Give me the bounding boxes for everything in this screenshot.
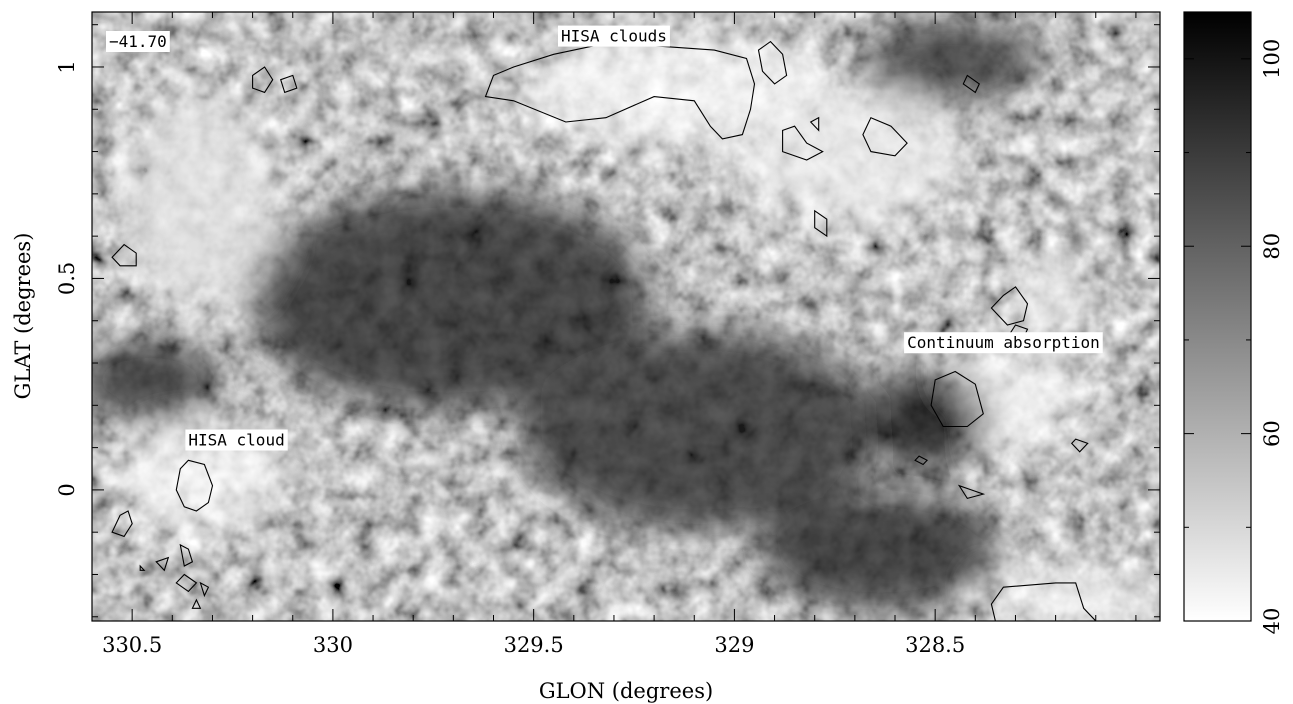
contour-contour-hisa-cloud (175, 459, 214, 512)
contour-contour-m (111, 510, 133, 538)
y-tick-labels: 00.51 (55, 60, 79, 496)
annotation-2-text: Continuum absorption (907, 333, 1100, 352)
annotation-1-text: HISA cloud (188, 430, 284, 449)
annotation-2-bg (904, 332, 1103, 354)
colorbar: 40 60 80 100 (1183, 11, 1284, 635)
velocity-label: −41.70 (106, 31, 170, 52)
contour-contour-k (914, 455, 929, 466)
x-tick-labels: 330.5 330 329.5 329 328.5 (102, 633, 965, 657)
annotation-0-bg (557, 25, 670, 47)
contour-contour-l (957, 484, 986, 500)
annotation-0: HISA clouds (557, 25, 670, 47)
colorbar-tick-labels: 40 60 80 100 (1260, 39, 1284, 635)
contour-contour-f (862, 116, 908, 157)
annotation-0-text: HISA clouds (561, 27, 667, 46)
contour-contour-o (155, 556, 170, 572)
x-tick-label: 328.5 (905, 633, 965, 657)
colorbar-tick-label: 40 (1260, 608, 1284, 635)
contour-contour-continuum-main (930, 370, 984, 428)
contour-contour-n (179, 543, 194, 567)
annotations: −41.70 HISA clouds HISA cloud Continuum abs… (106, 25, 1103, 451)
x-axis-title: GLON (degrees) (539, 679, 713, 703)
colorbar-gradient (1183, 11, 1252, 622)
y-axis-title: GLAT (degrees) (11, 233, 35, 400)
contour-contour-b (280, 74, 298, 94)
colorbar-tick-label: 60 (1260, 420, 1284, 447)
contour-contour-r (191, 598, 202, 609)
contour-contour-c (757, 40, 788, 85)
x-tick-label: 330.5 (102, 633, 162, 657)
contour-contour-a (252, 66, 274, 94)
contour-contour-continuum-upper (990, 286, 1029, 326)
x-tick-label: 330 (313, 633, 353, 657)
contour-contour-bottom-right (990, 582, 1097, 621)
plot-ticks (91, 12, 1160, 621)
contour-contour-j (1070, 438, 1089, 453)
contour-contour-p (175, 573, 198, 593)
annotation-1-bg (185, 429, 288, 451)
contour-contour-q (199, 581, 210, 598)
velocity-label-bg (106, 31, 170, 52)
heatmap-image (92, 12, 1160, 621)
colorbar-tick-label: 80 (1260, 233, 1284, 260)
annotation-2: Continuum absorption (904, 332, 1103, 354)
contour-hisa-clouds-main (484, 45, 756, 140)
contour-contour-s (139, 564, 146, 571)
annotation-1: HISA cloud (185, 429, 288, 451)
y-tick-label: 0 (55, 483, 79, 496)
velocity-label-text: −41.70 (109, 32, 167, 51)
contour-contour-i (111, 243, 137, 267)
x-tick-label: 329.5 (504, 633, 564, 657)
contour-contour-d (782, 125, 824, 161)
y-tick-label: 1 (55, 60, 79, 73)
contour-layer (111, 40, 1097, 621)
y-tick-label: 0.5 (55, 262, 79, 295)
contour-contour-h (814, 209, 828, 238)
colorbar-ticks (1184, 58, 1251, 622)
contour-contour-e (809, 116, 820, 132)
colorbar-tick-label: 100 (1260, 39, 1284, 79)
contour-contour-g (962, 74, 980, 94)
x-tick-label: 329 (714, 633, 754, 657)
plot-frame (91, 11, 1161, 622)
